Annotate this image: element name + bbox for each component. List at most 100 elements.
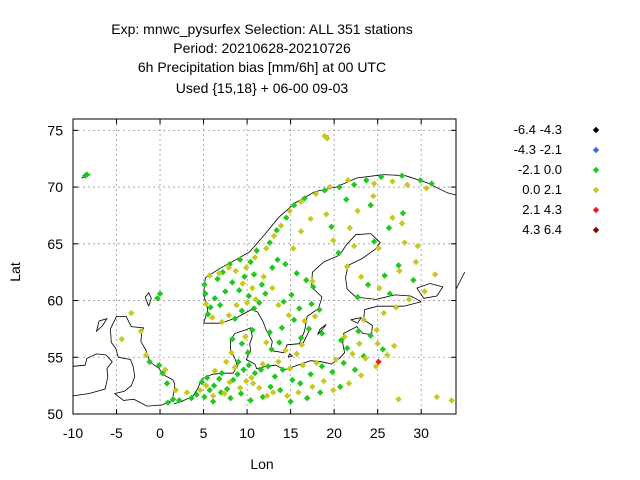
y-axis-ticks: 50 55 60 65 70 75 (47, 122, 456, 422)
station-point (386, 290, 394, 297)
station-point (357, 372, 365, 379)
station-point (343, 344, 351, 352)
station-point (226, 379, 233, 386)
station-point (376, 284, 383, 292)
station-point (428, 180, 435, 187)
station-point (235, 358, 242, 366)
station-point (256, 299, 263, 307)
station-point (218, 369, 226, 377)
y-tick-label: 60 (47, 293, 63, 309)
station-point (241, 273, 248, 280)
title-line-2: Period: 20210628-20210726 (173, 40, 351, 56)
station-point (289, 376, 296, 384)
station-point (448, 397, 455, 404)
station-point (357, 273, 365, 280)
station-point (250, 271, 258, 278)
station-point (269, 284, 276, 292)
station-point (330, 237, 337, 244)
station-point (340, 359, 347, 367)
station-point (328, 223, 335, 230)
coastline (72, 353, 113, 397)
x-tick-label: 25 (370, 425, 386, 441)
coastline (203, 174, 457, 324)
station-point (211, 367, 219, 375)
station-point (277, 222, 285, 229)
title-line-3: 6h Precipitation bias [mm/6h] at 00 UTC (138, 59, 386, 75)
station-point (238, 307, 246, 314)
station-point (321, 187, 328, 194)
station-point (262, 290, 269, 297)
station-point (206, 272, 213, 279)
station-point (270, 232, 278, 240)
station-point (395, 396, 402, 403)
station-point (201, 281, 208, 288)
station-point (214, 275, 221, 283)
station-point (285, 312, 293, 319)
station-point (154, 295, 161, 302)
station-point (389, 178, 396, 185)
station-point (350, 181, 358, 189)
station-point (264, 363, 272, 370)
x-tick-label: 30 (413, 425, 429, 441)
station-point (389, 214, 396, 221)
station-point (251, 254, 259, 261)
station-point (326, 183, 333, 191)
station-point (360, 316, 367, 324)
legend-entry-label: 2.1 4.3 (522, 202, 562, 217)
station-point (128, 309, 135, 317)
station-point (196, 386, 204, 394)
station-point (345, 380, 353, 387)
coastline-map (72, 134, 466, 407)
station-point (318, 330, 326, 337)
station-point (346, 224, 354, 232)
legend-entry-label: -4.3 -2.1 (514, 142, 562, 157)
station-point (293, 270, 300, 277)
station-point (259, 393, 266, 401)
legend-marker (592, 186, 600, 194)
station-point (202, 290, 209, 297)
station-point (259, 360, 266, 368)
station-point (225, 312, 233, 319)
station-point (273, 226, 280, 234)
legend-entry-label: -2.1 0.0 (518, 162, 562, 177)
station-point (162, 366, 169, 373)
station-point (202, 300, 210, 308)
station-point (204, 310, 212, 318)
title-line-1: Exp: mnwc_pysurfex Selection: ALL 351 st… (111, 21, 412, 37)
station-point (309, 383, 316, 390)
station-point (351, 366, 359, 373)
station-point (370, 192, 377, 200)
station-point (266, 239, 273, 246)
station-point (242, 333, 249, 341)
coastline (455, 272, 466, 290)
station-point (270, 389, 277, 396)
station-point (236, 287, 243, 294)
station-point (283, 392, 291, 400)
station-point (263, 339, 270, 346)
station-point (223, 358, 230, 366)
station-point (290, 202, 298, 209)
station-point (405, 296, 413, 303)
station-point (354, 207, 361, 215)
station-point (209, 314, 216, 321)
station-point (164, 399, 172, 406)
station-point (299, 362, 306, 369)
station-point (280, 298, 287, 305)
station-point (245, 292, 253, 300)
station-point (243, 299, 251, 307)
station-point (216, 301, 224, 309)
station-point (375, 245, 382, 252)
station-point (225, 264, 233, 271)
station-point (384, 351, 391, 359)
station-point (282, 347, 289, 354)
station-point (286, 365, 293, 372)
station-point (211, 295, 219, 302)
chart-title: Exp: mnwc_pysurfex Selection: ALL 351 st… (111, 21, 412, 96)
station-point (137, 327, 145, 335)
station-point (243, 264, 250, 271)
coastline (144, 291, 152, 307)
legend: -6.4 -4.3 -4.3 -2.1 -2.1 0.0 0.0 2.1 2.1 4… (514, 122, 600, 237)
station-point (209, 398, 217, 405)
station-point (412, 258, 420, 266)
station-point (355, 327, 362, 335)
